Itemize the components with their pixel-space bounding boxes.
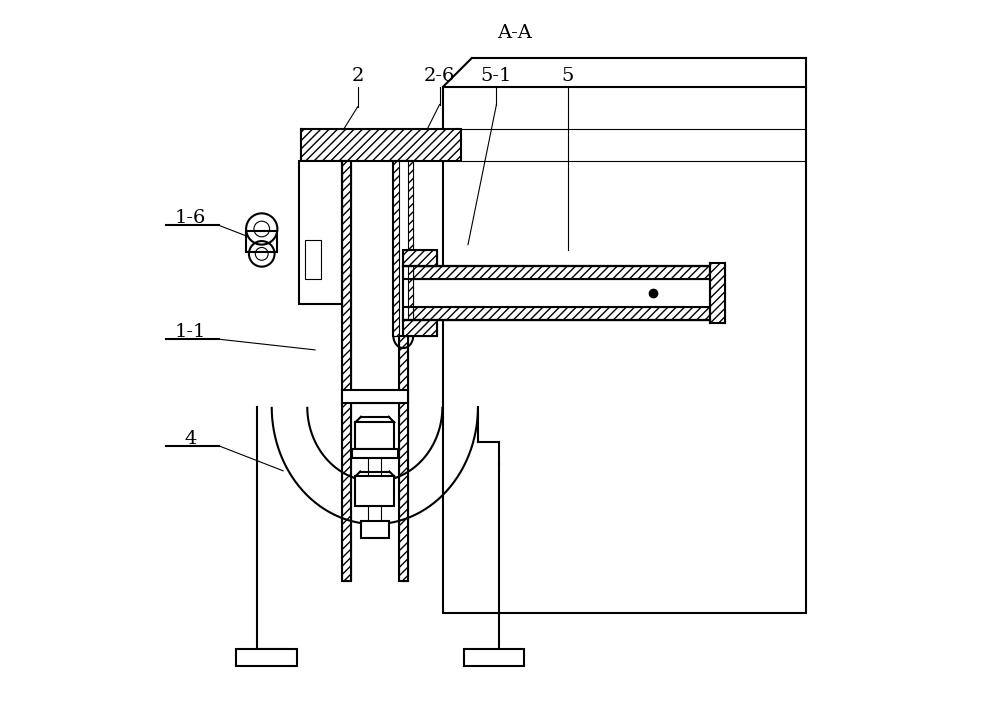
Bar xyxy=(710,263,725,323)
Bar xyxy=(399,161,408,581)
Bar xyxy=(403,278,710,307)
Bar xyxy=(403,266,710,320)
Bar xyxy=(408,161,413,336)
Text: 4: 4 xyxy=(184,430,197,448)
Bar xyxy=(393,161,413,336)
Circle shape xyxy=(249,241,275,266)
Text: 5: 5 xyxy=(561,67,574,85)
Bar xyxy=(403,307,710,320)
Circle shape xyxy=(246,213,277,245)
Bar xyxy=(403,251,437,266)
Bar xyxy=(342,391,408,403)
Bar xyxy=(403,307,710,320)
Bar xyxy=(403,320,437,336)
Text: A-A: A-A xyxy=(497,24,532,42)
Bar xyxy=(361,521,389,538)
Bar xyxy=(403,320,437,336)
Bar xyxy=(301,129,461,161)
Bar xyxy=(342,161,351,581)
Text: 5-1: 5-1 xyxy=(481,67,512,85)
Bar xyxy=(355,423,394,449)
Text: 2: 2 xyxy=(352,67,364,85)
Bar xyxy=(246,231,277,253)
Bar xyxy=(236,648,297,666)
Bar xyxy=(403,278,710,307)
Text: 1-6: 1-6 xyxy=(175,209,206,227)
Bar xyxy=(342,161,351,581)
Bar xyxy=(355,476,394,506)
Text: 1-1: 1-1 xyxy=(175,323,206,341)
Bar xyxy=(299,161,342,303)
Bar xyxy=(403,266,710,278)
Bar xyxy=(305,240,321,278)
Bar xyxy=(464,648,524,666)
Bar xyxy=(351,161,399,581)
Bar xyxy=(399,161,408,581)
Bar xyxy=(393,161,399,336)
Text: 2-6: 2-6 xyxy=(424,67,455,85)
Bar xyxy=(403,251,437,266)
Bar xyxy=(443,86,806,613)
Bar xyxy=(352,449,398,458)
Bar xyxy=(403,266,710,278)
